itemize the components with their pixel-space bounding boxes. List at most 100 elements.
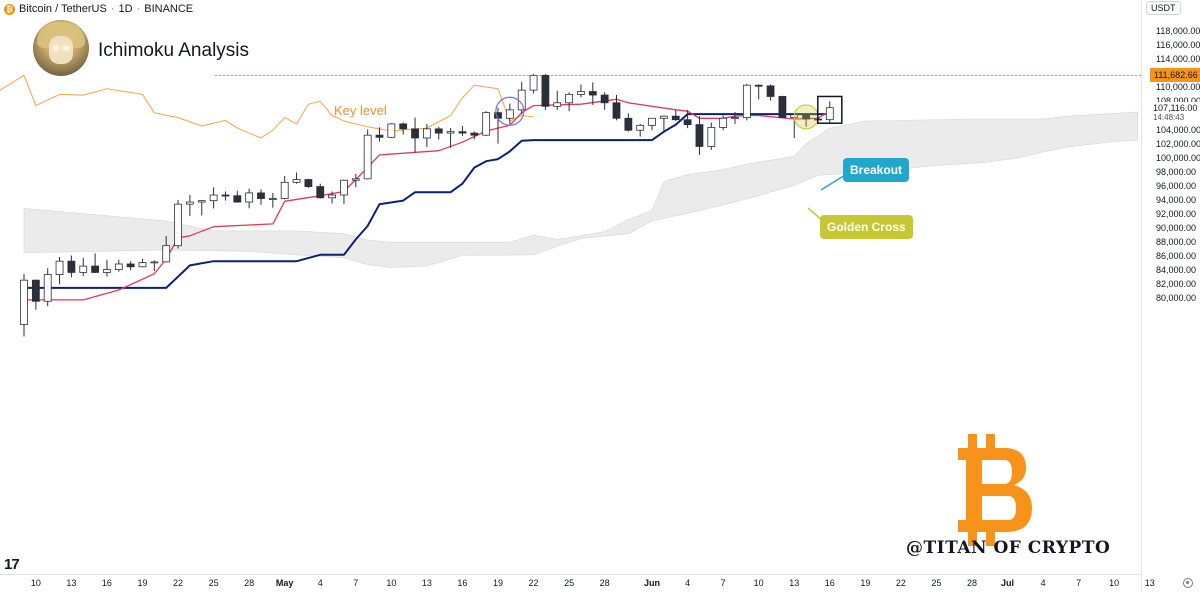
time-tick: 28 bbox=[244, 578, 255, 588]
candle-body bbox=[268, 198, 277, 200]
candle-body bbox=[825, 107, 834, 121]
brand-title: Ichimoku Analysis bbox=[98, 40, 250, 61]
candle bbox=[778, 95, 787, 118]
candle bbox=[612, 95, 621, 121]
avatar-eye-left bbox=[53, 46, 59, 50]
candle bbox=[55, 256, 64, 285]
bitcoin-logo-icon bbox=[958, 434, 1032, 546]
avatar-eye-right bbox=[63, 46, 69, 50]
time-tick: 13 bbox=[1144, 578, 1155, 588]
time-tick: 22 bbox=[895, 578, 906, 588]
candle-body bbox=[707, 127, 716, 147]
candle bbox=[825, 101, 834, 124]
candle bbox=[446, 128, 455, 148]
candle bbox=[636, 123, 645, 137]
interval-label[interactable]: 1D bbox=[118, 3, 133, 15]
price-tick: 82,000.00 bbox=[1156, 279, 1197, 290]
candle bbox=[624, 113, 633, 132]
candle bbox=[209, 187, 218, 209]
candle-body bbox=[233, 195, 242, 203]
settings-gear-icon[interactable] bbox=[1183, 578, 1193, 588]
candle bbox=[565, 92, 573, 112]
candle-body bbox=[422, 128, 431, 139]
breakout-label: Breakout bbox=[843, 158, 910, 182]
time-tick: 13 bbox=[66, 578, 77, 588]
currency-selector[interactable]: USDT bbox=[1146, 1, 1181, 15]
price-tick: 90,000.00 bbox=[1156, 223, 1197, 234]
candle-body bbox=[719, 117, 728, 128]
candle-body bbox=[304, 179, 313, 187]
candle bbox=[91, 253, 99, 274]
candle-body bbox=[731, 117, 739, 119]
candle bbox=[292, 172, 301, 184]
candle-body bbox=[458, 131, 467, 134]
candle bbox=[399, 122, 408, 135]
candle-body bbox=[802, 114, 810, 120]
candle-body bbox=[174, 203, 182, 247]
time-tick: 10 bbox=[753, 578, 764, 588]
candle-body bbox=[612, 102, 621, 119]
candle bbox=[245, 188, 254, 209]
ichimoku-chart[interactable] bbox=[0, 0, 1141, 574]
candle-body bbox=[351, 178, 360, 181]
candle bbox=[731, 111, 739, 124]
candle bbox=[505, 103, 514, 124]
tradingview-logo[interactable]: 17 bbox=[4, 556, 20, 573]
candle bbox=[328, 191, 337, 204]
candle bbox=[79, 257, 88, 276]
candle-body bbox=[138, 262, 147, 268]
candle-body bbox=[742, 84, 751, 118]
candle bbox=[197, 199, 206, 216]
candle bbox=[458, 126, 467, 136]
candle-body bbox=[363, 134, 372, 180]
candle-body bbox=[565, 93, 573, 104]
candle-body bbox=[387, 123, 396, 138]
time-tick: 13 bbox=[421, 578, 432, 588]
candle bbox=[470, 131, 479, 140]
tk-cross-circle bbox=[495, 96, 525, 126]
candle bbox=[162, 235, 171, 263]
candle bbox=[150, 260, 159, 272]
candle-body bbox=[185, 201, 194, 205]
price-tick: 92,000.00 bbox=[1156, 209, 1197, 219]
time-tick: 19 bbox=[860, 578, 871, 588]
avatar-face bbox=[49, 36, 73, 64]
price-tick: 114,000.00 bbox=[1156, 54, 1200, 65]
golden-cross-marker bbox=[793, 104, 819, 130]
candle bbox=[20, 273, 28, 337]
time-tick: 13 bbox=[789, 578, 800, 588]
candle bbox=[754, 84, 763, 100]
candle-body bbox=[209, 194, 218, 202]
candle bbox=[31, 279, 40, 310]
candle-body bbox=[91, 265, 99, 273]
candle bbox=[126, 261, 135, 271]
candle-body bbox=[778, 96, 787, 118]
candle-body bbox=[434, 128, 443, 134]
candle bbox=[719, 115, 728, 131]
candle-body bbox=[577, 91, 585, 95]
candle bbox=[600, 92, 609, 110]
price-tick: 86,000.00 bbox=[1156, 251, 1197, 262]
candle-body bbox=[257, 192, 265, 199]
time-axis[interactable]: 10 13 16 19 22 25 28 May 4 7 10 13 16 19 22 25 28 Jun 4 7 10… bbox=[0, 574, 1155, 592]
candle-body bbox=[671, 115, 680, 121]
price-axis[interactable]: 118,000.00116,000.00114,000.00112,000.00… bbox=[1141, 0, 1200, 591]
time-tick: 4 bbox=[317, 578, 323, 588]
candle bbox=[138, 259, 147, 268]
candle bbox=[671, 109, 680, 122]
candle-body bbox=[328, 194, 337, 199]
candle-body bbox=[695, 124, 704, 147]
candle bbox=[660, 115, 668, 131]
candle-body bbox=[505, 109, 514, 119]
time-tick: 22 bbox=[173, 578, 184, 588]
kijun-sen-line bbox=[24, 113, 830, 289]
price-tick: 96,000.00 bbox=[1156, 180, 1197, 191]
time-tick: 7 bbox=[720, 578, 726, 588]
price-tick: 84,000.00 bbox=[1156, 265, 1197, 276]
candle bbox=[304, 178, 313, 188]
candle bbox=[375, 127, 384, 142]
bar-countdown: 14:48:43 bbox=[1153, 112, 1185, 122]
symbol-header[interactable]: ₿ Bitcoin / TetherUS · 1D · BINANCE bbox=[4, 2, 197, 16]
candle bbox=[221, 191, 230, 201]
